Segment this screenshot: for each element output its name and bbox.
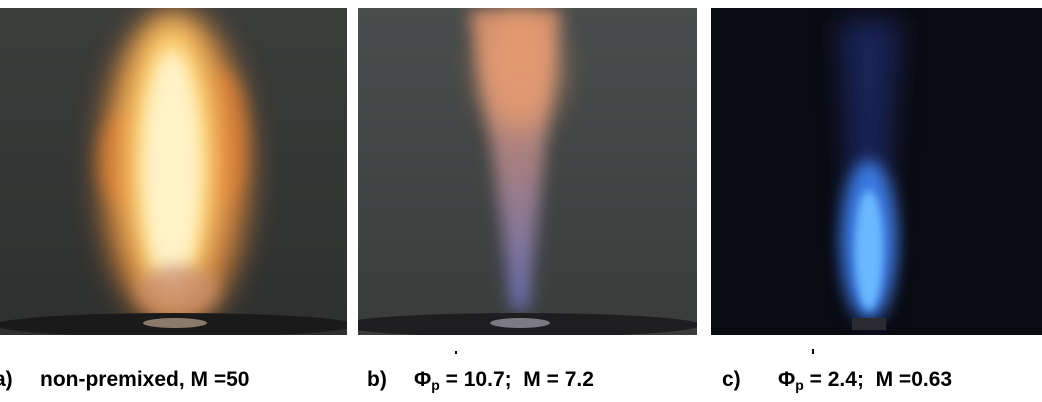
caption: Φp = 10.7; M = 7.2 [414,367,594,398]
photos [0,0,1042,402]
subscript: p [431,377,440,393]
caption: Φp = 2.4; M =0.63 [778,367,952,398]
photo-a [0,8,355,337]
caption-text: = 2.4; M =0.63 [804,368,952,391]
photo-b [340,8,700,337]
panel-label: a) [0,367,13,393]
figure: a) non-premixed, M =50 b) Φp = 10.7; M =… [0,0,1042,402]
subscript: p [795,377,804,393]
panel-label: c) [722,367,741,393]
symbol: Φ [414,368,431,391]
caption: non-premixed, M =50 [40,367,249,393]
photo-c [711,8,1042,335]
symbol: Φ [778,368,795,391]
caption-text: = 10.7; M = 7.2 [440,368,594,391]
panel-label: b) [367,367,387,393]
